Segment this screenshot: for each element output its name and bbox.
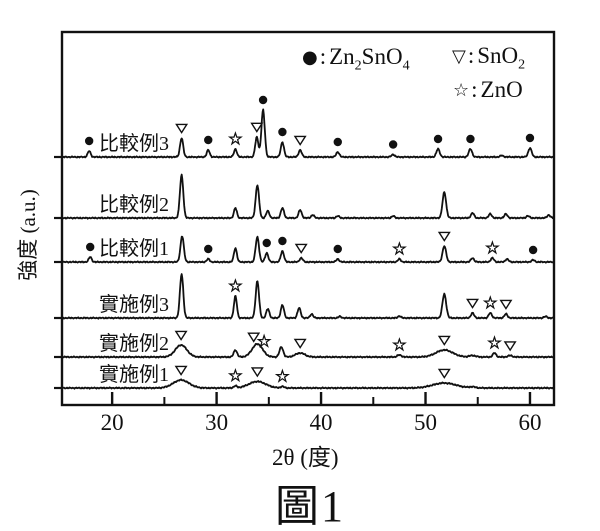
marker-open-star-icon [484,240,500,255]
trace-label: 實施例3 [99,293,169,316]
legend-label-part: SnO [361,44,403,69]
trace-line [61,108,554,159]
open-star-icon: ☆ [453,80,470,101]
marker-filled-circle-icon [84,136,94,146]
marker-open-triangle-icon [250,367,264,378]
trace-line [61,378,554,390]
x-tick-label: 60 [518,410,541,435]
trace-label: 比較例1 [99,237,169,260]
filled-circle-icon: ● [302,47,318,68]
x-axis-label: 2θ (度) [272,445,339,470]
marker-filled-circle-icon [86,242,95,252]
trace-label: 比較例3 [99,132,169,155]
legend-separator: : [471,77,478,102]
marker-open-triangle-icon [293,338,307,349]
marker-filled-circle-icon [333,137,342,147]
marker-open-star-icon [256,333,272,348]
marker-filled-circle-icon [278,236,287,246]
marker-open-star-icon [482,295,498,310]
marker-filled-circle-icon [204,244,213,254]
trace-line [61,273,554,320]
plot-border [60,30,556,407]
legend-item-zno: ☆: ZnO [453,77,523,103]
legend-label-part: Zn [329,44,355,69]
marker-open-triangle-icon [437,368,451,379]
marker-open-triangle-icon [174,330,188,341]
marker-open-star-icon [274,368,290,383]
marker-open-triangle-icon [294,243,308,254]
marker-filled-circle-icon [262,238,271,248]
marker-open-star-icon [486,335,503,350]
trace-label: 實施例2 [99,332,169,355]
marker-open-triangle-icon [503,341,517,352]
legend-label-part: SnO [477,43,519,68]
marker-filled-circle-icon [204,135,213,145]
marker-filled-circle-icon [333,244,342,254]
marker-filled-circle-icon [528,245,538,255]
legend-label-sub: 4 [402,58,410,74]
marker-filled-circle-icon [388,140,398,149]
legend-item-sno2: ▽: SnO2 [452,43,525,74]
marker-open-triangle-icon [247,332,261,343]
marker-open-triangle-icon [293,135,307,146]
legend-separator: : [467,43,475,68]
marker-open-triangle-icon [499,299,513,310]
marker-open-triangle-icon [175,123,189,134]
y-axis-label: 強度 (a.u.) [16,189,40,281]
marker-open-triangle-icon [250,122,264,133]
marker-open-triangle-icon [466,298,479,309]
legend-label-part: ZnO [480,77,523,102]
x-tick-label: 50 [414,410,437,435]
x-tick-label: 20 [101,410,124,435]
marker-filled-circle-icon [258,95,268,105]
x-tick-label: 30 [205,410,228,435]
legend-label-sub: 2 [354,58,362,74]
trace-line [61,342,554,359]
trace-label: 實施例1 [99,363,169,386]
trace-label: 比較例2 [99,193,169,216]
marker-open-triangle-icon [174,365,188,376]
marker-open-star-icon [391,337,407,352]
marker-open-triangle-icon [437,231,451,242]
marker-open-star-icon [227,367,243,383]
legend-label-sub: 2 [518,57,526,73]
open-triangle-down-icon: ▽ [452,46,466,67]
figure-caption: 圖1 [275,482,345,531]
x-tick-label: 40 [310,410,333,435]
marker-open-star-icon [227,278,243,293]
marker-open-triangle-icon [437,335,451,346]
trace-line [61,235,555,264]
marker-filled-circle-icon [433,134,443,144]
marker-open-star-icon [227,131,243,146]
marker-open-star-icon [391,241,407,256]
marker-filled-circle-icon [278,127,287,137]
trace-line [61,173,554,220]
marker-filled-circle-icon [525,133,535,143]
legend-item-zn2sno4: ●: Zn2SnO4 [302,44,410,75]
legend-separator: : [319,44,327,69]
marker-filled-circle-icon [466,134,475,144]
